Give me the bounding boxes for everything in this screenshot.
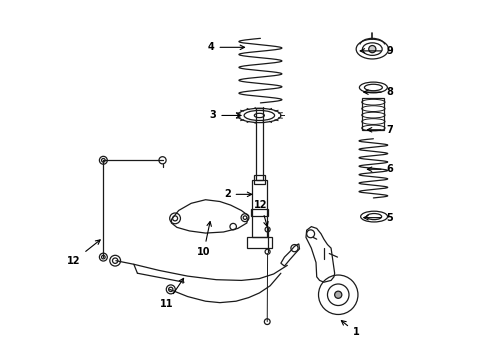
Bar: [252, 180, 267, 237]
Ellipse shape: [368, 45, 376, 53]
Bar: [251, 210, 268, 216]
Text: 4: 4: [208, 42, 245, 52]
Text: 5: 5: [364, 213, 393, 222]
Bar: [254, 175, 265, 184]
Text: 12: 12: [67, 240, 100, 266]
Text: 7: 7: [368, 125, 393, 135]
Text: 6: 6: [368, 164, 393, 174]
Text: 9: 9: [360, 46, 393, 56]
Text: 1: 1: [342, 321, 359, 337]
Bar: [247, 237, 272, 248]
Text: 12: 12: [254, 200, 268, 226]
Text: 2: 2: [224, 189, 252, 199]
Text: 8: 8: [364, 87, 393, 97]
Bar: [362, 98, 385, 130]
Text: 10: 10: [197, 222, 211, 257]
Ellipse shape: [335, 291, 342, 298]
Text: 3: 3: [210, 111, 241, 121]
Text: 11: 11: [160, 278, 184, 309]
Bar: [256, 108, 263, 180]
